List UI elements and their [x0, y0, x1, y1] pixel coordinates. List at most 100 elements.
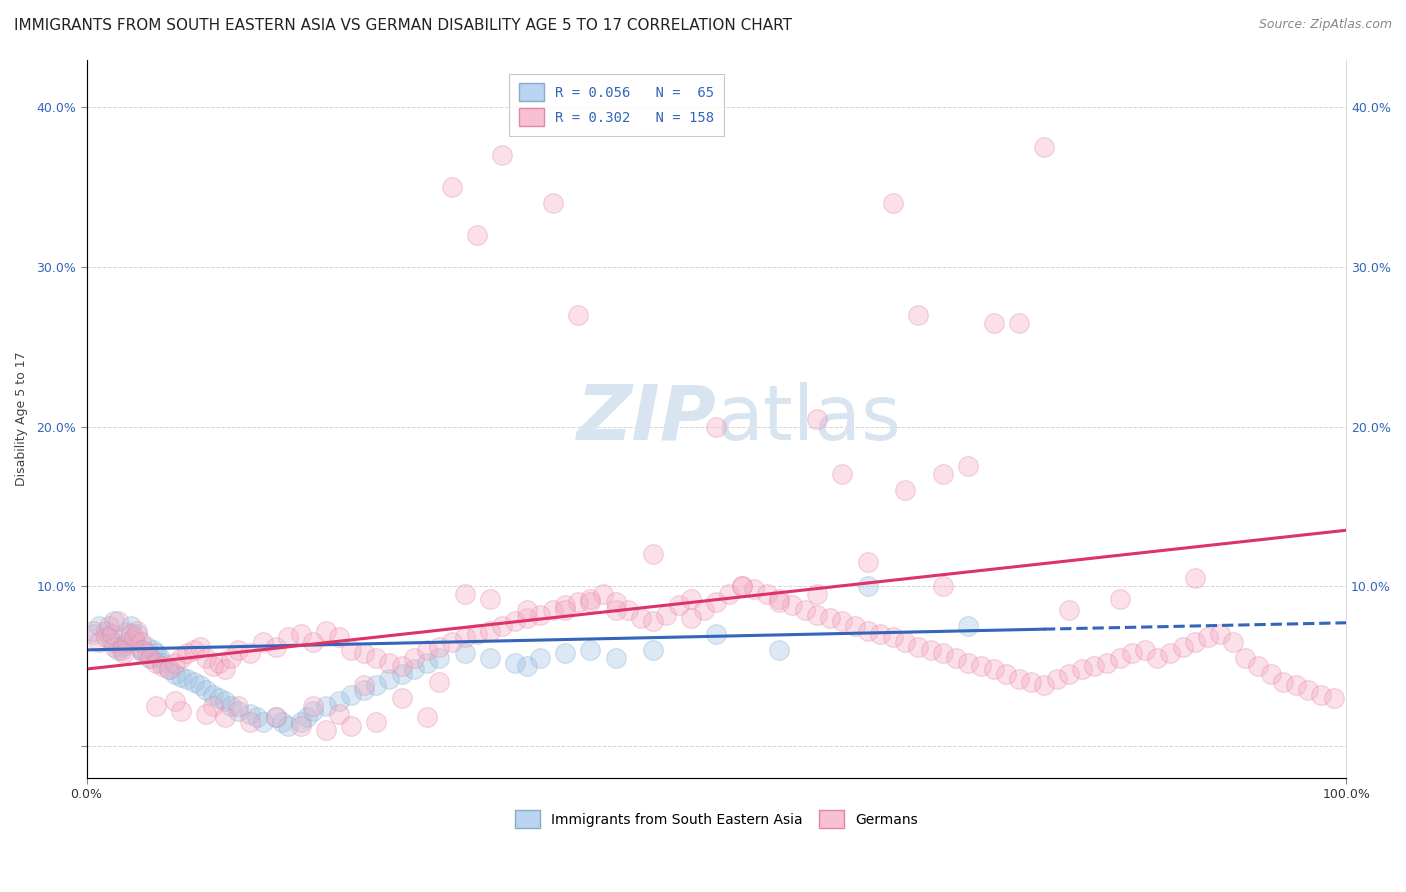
Point: [932, 467, 955, 482]
Point: [112, 638, 135, 652]
Point: [264, 710, 287, 724]
Point: [111, 640, 134, 654]
Point: [163, 694, 186, 708]
Point: [290, 719, 312, 733]
Point: [1159, 646, 1181, 660]
Point: [366, 714, 388, 729]
Point: [1285, 678, 1308, 692]
Point: [132, 646, 155, 660]
Point: [142, 643, 165, 657]
Point: [208, 656, 231, 670]
Point: [252, 714, 274, 729]
Point: [302, 635, 325, 649]
Point: [1032, 678, 1054, 692]
Point: [101, 635, 124, 649]
Point: [453, 646, 475, 660]
Point: [129, 643, 152, 657]
Point: [730, 579, 752, 593]
Point: [693, 603, 716, 617]
Point: [340, 719, 363, 733]
Point: [195, 651, 218, 665]
Point: [554, 646, 576, 660]
Point: [1184, 571, 1206, 585]
Point: [125, 627, 148, 641]
Point: [970, 658, 993, 673]
Point: [416, 643, 439, 657]
Point: [894, 635, 917, 649]
Point: [440, 635, 463, 649]
Point: [554, 599, 576, 613]
Point: [277, 630, 299, 644]
Point: [124, 633, 146, 648]
Point: [856, 555, 879, 569]
Point: [440, 180, 463, 194]
Point: [730, 579, 752, 593]
Text: IMMIGRANTS FROM SOUTH EASTERN ASIA VS GERMAN DISABILITY AGE 5 TO 17 CORRELATION : IMMIGRANTS FROM SOUTH EASTERN ASIA VS GE…: [14, 18, 792, 33]
Point: [668, 599, 690, 613]
Y-axis label: Disability Age 5 to 17: Disability Age 5 to 17: [15, 351, 28, 486]
Point: [145, 698, 167, 713]
Point: [136, 646, 159, 660]
Point: [252, 635, 274, 649]
Point: [103, 614, 125, 628]
Point: [579, 643, 602, 657]
Point: [226, 704, 249, 718]
Point: [920, 643, 942, 657]
Point: [188, 678, 211, 692]
Point: [170, 651, 193, 665]
Point: [138, 651, 160, 665]
Point: [170, 704, 193, 718]
Point: [124, 630, 146, 644]
Point: [264, 710, 287, 724]
Point: [453, 630, 475, 644]
Point: [1222, 635, 1244, 649]
Point: [617, 603, 640, 617]
Text: atlas: atlas: [717, 382, 901, 456]
Point: [89, 619, 111, 633]
Point: [132, 643, 155, 657]
Point: [1323, 690, 1346, 705]
Point: [188, 640, 211, 654]
Point: [567, 308, 589, 322]
Point: [478, 651, 501, 665]
Point: [554, 603, 576, 617]
Point: [856, 624, 879, 638]
Point: [1247, 658, 1270, 673]
Point: [806, 411, 828, 425]
Point: [427, 640, 450, 654]
Point: [1108, 591, 1130, 606]
Point: [82, 624, 104, 638]
Point: [983, 316, 1005, 330]
Point: [605, 651, 627, 665]
Point: [391, 666, 413, 681]
Point: [491, 619, 513, 633]
Point: [516, 603, 538, 617]
Point: [831, 467, 853, 482]
Point: [145, 656, 167, 670]
Point: [89, 635, 111, 649]
Point: [579, 591, 602, 606]
Point: [239, 714, 262, 729]
Point: [503, 614, 526, 628]
Point: [112, 646, 135, 660]
Point: [605, 603, 627, 617]
Point: [869, 627, 891, 641]
Point: [957, 619, 980, 633]
Point: [793, 603, 815, 617]
Point: [111, 643, 134, 657]
Point: [1021, 674, 1043, 689]
Point: [516, 611, 538, 625]
Point: [630, 611, 652, 625]
Point: [150, 656, 173, 670]
Point: [1171, 640, 1194, 654]
Point: [391, 690, 413, 705]
Point: [195, 706, 218, 721]
Point: [427, 651, 450, 665]
Point: [856, 579, 879, 593]
Point: [136, 640, 159, 654]
Point: [138, 651, 160, 665]
Point: [1083, 658, 1105, 673]
Point: [655, 607, 678, 622]
Point: [302, 698, 325, 713]
Point: [201, 688, 224, 702]
